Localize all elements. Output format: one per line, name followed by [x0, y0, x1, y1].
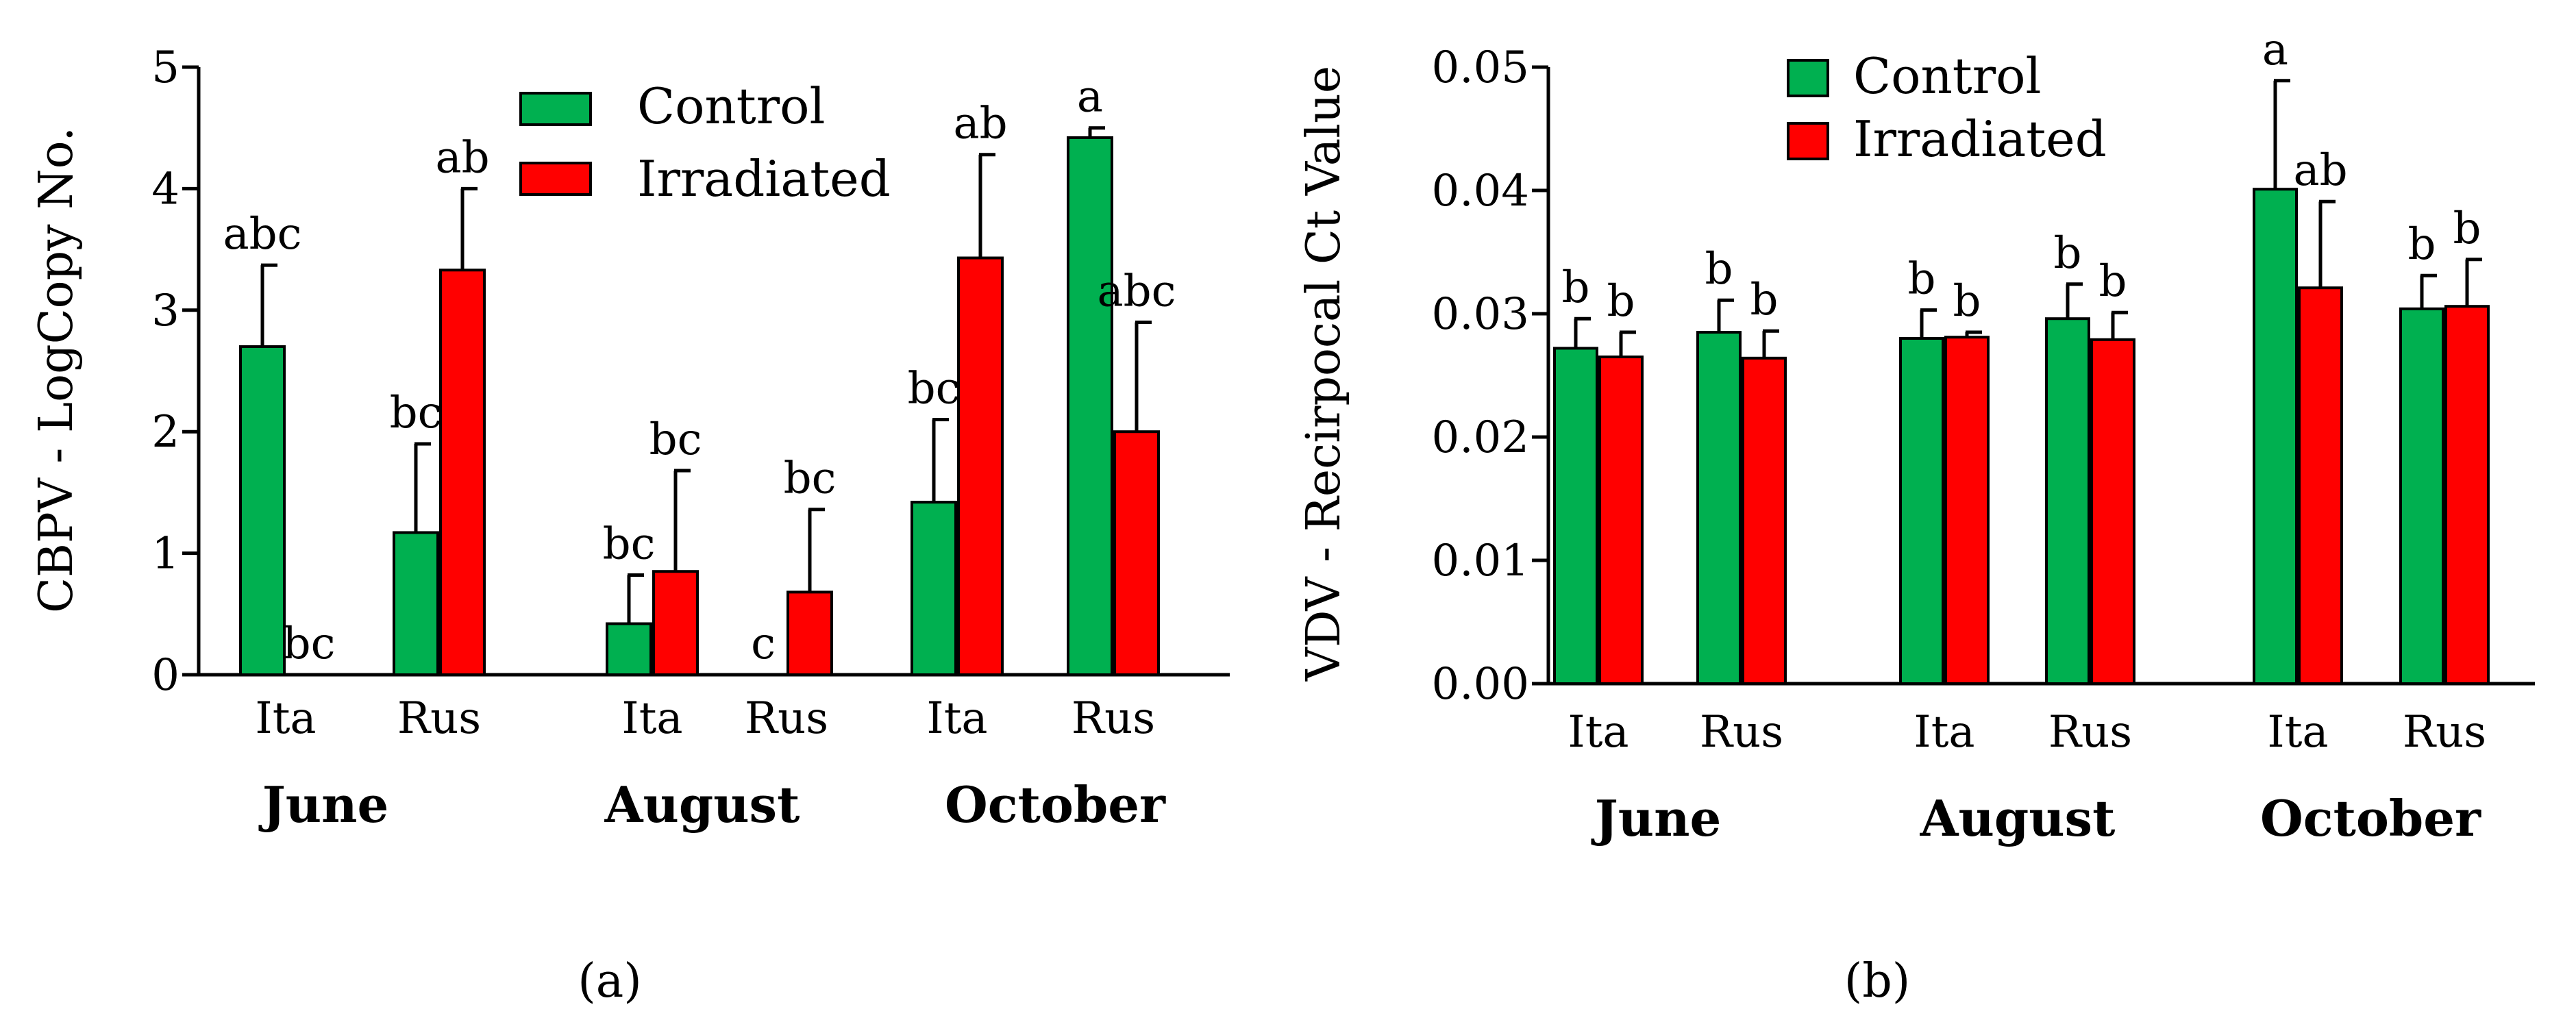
- panel-a-bar-control: [911, 501, 957, 676]
- panel-b-y-tick-label: 0.05: [1432, 42, 1530, 93]
- panel-b-sig-letter-irradiated: b: [1750, 275, 1779, 325]
- panel-a-bar-irradiated: [652, 570, 699, 677]
- panel-a-bar-irradiated: [957, 256, 1004, 676]
- panel-b-month-label: October: [2260, 789, 2481, 847]
- panel-a-legend: Control Irradiated: [519, 77, 891, 208]
- panel-b-variety-label: Rus: [2048, 707, 2132, 758]
- panel-a-sig-letter-irradiated: bc: [649, 414, 702, 465]
- panel-b-sig-letter-irradiated: b: [1607, 276, 1635, 327]
- panel-a-caption: (a): [578, 954, 642, 1008]
- panel-b-y-tick-label: 0.03: [1432, 289, 1530, 340]
- panel-b-sig-letter-control: b: [1705, 244, 1733, 295]
- panel-b-variety-label: Ita: [1568, 707, 1628, 758]
- panel-b-variety-label: Rus: [1700, 707, 1783, 758]
- panel-b-bar-control: [2253, 188, 2298, 685]
- panel-b-bar-irradiated: [2298, 286, 2343, 685]
- panel-b-bar-irradiated: [1598, 356, 1644, 685]
- panel-b-bar-control: [2399, 307, 2444, 685]
- panel-a-legend-swatch-control: [519, 92, 592, 126]
- panel-a-y-tick-label: 1: [151, 529, 179, 580]
- panel-b-sig-letter-control: b: [1562, 262, 1590, 313]
- panel-a-variety-label: Rus: [745, 693, 828, 744]
- panel-a-variety-label: Rus: [1072, 693, 1155, 744]
- panel-a-sig-letter-control: bc: [390, 388, 443, 438]
- panel-b-sig-letter-irradiated: ab: [2293, 145, 2347, 196]
- panel-a-sig-letter-irradiated: ab: [435, 132, 489, 183]
- panel-b-variety-label: Ita: [1914, 707, 1974, 758]
- panel-b-y-tick-label: 0.00: [1432, 659, 1530, 710]
- panel-a-sig-letter-irradiated: abc: [1098, 266, 1176, 317]
- panel-a-bar-control: [606, 622, 652, 677]
- panel-b-legend-label-irradiated: Irradiated: [1853, 110, 2107, 168]
- panel-b-legend-swatch-irradiated: [1787, 122, 1829, 160]
- panel-a-bar-control: [393, 531, 439, 677]
- panel-a-variety-label: Rus: [397, 693, 481, 744]
- panel-b-sig-letter-control: a: [2262, 25, 2288, 75]
- panel-a-month-label: October: [945, 775, 1166, 834]
- panel-b-month-label: June: [1591, 789, 1722, 847]
- panel-b-y-axis-label: VDV - Recirpocal Ct Value: [1297, 66, 1351, 682]
- panel-b-variety-label: Ita: [2267, 707, 2328, 758]
- panel-a-sig-letter-control: abc: [223, 209, 302, 260]
- panel-a-y-tick-label: 0: [151, 650, 179, 701]
- panel-a-sig-letter-irradiated: bc: [283, 619, 336, 669]
- panel-b-chart: VDV - Recirpocal Ct Value 0.00 0.01 0.02 0.…: [1297, 25, 2535, 1008]
- panel-b-bar-irradiated: [2444, 305, 2490, 685]
- panel-b-legend: Control Irradiated: [1787, 47, 2107, 168]
- panel-a-sig-letter-control: a: [1077, 72, 1103, 123]
- panel-a-legend-swatch-irradiated: [519, 162, 592, 196]
- panel-a-legend-label-control: Control: [637, 77, 826, 135]
- panel-a-month-label: June: [258, 775, 389, 834]
- panel-a-variety-label: Ita: [926, 693, 987, 744]
- panel-a-y-axis-label: CBPV - LogCopy No.: [29, 127, 84, 613]
- panel-a-sig-letter-control: bc: [603, 519, 656, 570]
- panel-b-bar-irradiated: [1944, 336, 1990, 685]
- panel-b-sig-letter-irradiated: b: [2453, 203, 2481, 254]
- panel-b-bar-irradiated: [1742, 356, 1787, 685]
- panel-b-sig-letter-control: b: [2408, 219, 2436, 270]
- panel-b-sig-letter-control: b: [2054, 228, 2082, 279]
- panel-a-variety-label: Ita: [621, 693, 682, 744]
- panel-a-bar-control: [1067, 136, 1113, 676]
- panel-a-bar-irradiated: [439, 269, 486, 676]
- panel-b-y-tick-label: 0.04: [1432, 166, 1530, 216]
- panel-b-bar-irradiated: [2090, 338, 2135, 685]
- panel-b-sig-letter-irradiated: b: [2099, 256, 2127, 307]
- panel-a-y-tick-label: 3: [151, 286, 179, 336]
- panel-a-y-tick-label: 4: [151, 164, 179, 214]
- panel-a-bar-irradiated: [1113, 430, 1160, 676]
- panel-b-y-tick-label: 0.01: [1432, 536, 1530, 586]
- panel-b-caption: (b): [1844, 954, 1911, 1008]
- panel-b-y-tick-label: 0.02: [1432, 412, 1530, 463]
- panel-b-bar-control: [1553, 347, 1598, 685]
- panel-b-variety-label: Rus: [2403, 707, 2486, 758]
- panel-a-y-tick-label: 5: [151, 42, 179, 93]
- panel-a-sig-letter-control: c: [751, 619, 776, 669]
- panel-a-sig-letter-control: bc: [908, 363, 961, 414]
- panel-b-bar-control: [1696, 331, 1742, 685]
- panel-b-legend-label-control: Control: [1853, 47, 2042, 105]
- panel-b-month-label: August: [1920, 789, 2116, 847]
- panel-a-sig-letter-irradiated: ab: [953, 99, 1007, 149]
- panel-b-legend-swatch-control: [1787, 59, 1829, 97]
- panel-a-bar-irradiated: [787, 590, 833, 676]
- panel-a-variety-label: Ita: [255, 693, 316, 744]
- panel-a-y-tick-label: 2: [151, 407, 179, 458]
- panel-a-sig-letter-irradiated: bc: [784, 453, 837, 504]
- panel-a-month-label: August: [604, 775, 800, 834]
- panel-a-legend-label-irradiated: Irradiated: [637, 150, 891, 208]
- panel-a-bar-control: [239, 345, 286, 676]
- panel-b-sig-letter-irradiated: b: [1953, 276, 1981, 327]
- panel-b-sig-letter-control: b: [1908, 254, 1936, 305]
- panel-b-bar-control: [1899, 337, 1944, 685]
- panel-b-bar-control: [2045, 317, 2090, 685]
